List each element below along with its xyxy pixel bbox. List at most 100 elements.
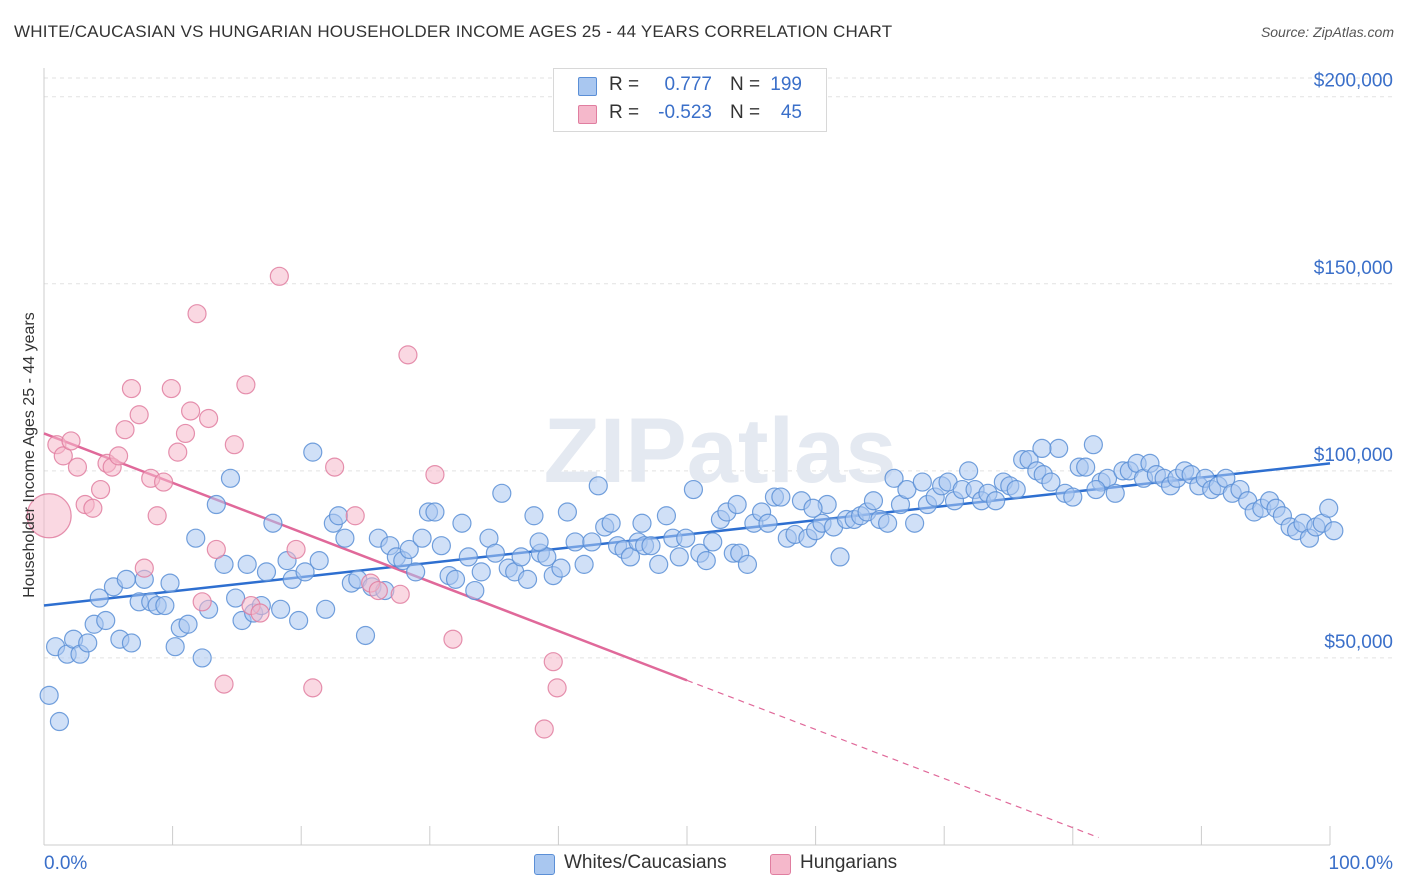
- point-hungarians: [129, 405, 149, 425]
- x-tick-labels: 0.0% 100.0%: [44, 853, 1393, 874]
- point-whites: [1083, 435, 1103, 455]
- trend-extension-hungarians: [686, 679, 1099, 839]
- point-hungarians: [26, 493, 72, 539]
- point-whites: [574, 554, 594, 574]
- point-whites: [649, 554, 669, 574]
- point-hungarians: [108, 446, 129, 466]
- point-whites: [524, 506, 544, 526]
- point-whites: [178, 614, 198, 634]
- point-whites: [1076, 457, 1096, 477]
- point-whites: [620, 547, 641, 567]
- point-whites: [641, 536, 661, 556]
- point-whites: [49, 711, 70, 732]
- point-whites: [328, 506, 349, 526]
- point-whites: [1097, 468, 1118, 488]
- x-tick-label-min: 0.0%: [44, 853, 87, 874]
- point-whites: [676, 528, 696, 548]
- point-hungarians: [192, 592, 212, 612]
- point-whites: [214, 554, 234, 574]
- point-whites: [165, 637, 185, 657]
- point-whites: [116, 569, 136, 589]
- y-tick-label: $150,000: [1314, 258, 1393, 279]
- point-whites: [271, 599, 291, 619]
- point-whites: [1041, 472, 1061, 492]
- point-whites: [263, 513, 283, 533]
- point-whites: [78, 633, 98, 653]
- n-value: 199: [770, 74, 802, 95]
- y-tick-label: $200,000: [1314, 71, 1393, 92]
- point-whites: [303, 442, 323, 462]
- point-whites: [517, 569, 538, 589]
- point-hungarians: [83, 498, 103, 518]
- n-label: N =: [730, 102, 761, 123]
- point-hungarians: [269, 266, 289, 286]
- point-whites: [1105, 483, 1125, 503]
- point-hungarians: [425, 464, 445, 485]
- y-tick-label: $50,000: [1324, 632, 1393, 653]
- point-whites: [551, 558, 571, 578]
- point-whites: [289, 610, 309, 631]
- point-whites: [632, 513, 652, 533]
- x-tick-label-max: 100.0%: [1329, 853, 1394, 874]
- point-hungarians: [214, 674, 234, 694]
- y-axis-label: Householder Income Ages 25 - 44 years: [21, 312, 38, 598]
- point-hungarians: [168, 442, 188, 462]
- point-whites: [1319, 498, 1339, 518]
- point-whites: [737, 554, 758, 574]
- point-whites: [399, 539, 419, 560]
- point-hungarians: [443, 629, 463, 649]
- point-whites: [986, 491, 1006, 511]
- r-label: R =: [609, 102, 640, 123]
- point-whites: [771, 487, 791, 507]
- point-whites: [465, 580, 485, 601]
- point-whites: [471, 562, 491, 582]
- r-value: 0.777: [664, 74, 712, 95]
- point-hungarians: [534, 719, 554, 739]
- point-whites: [256, 562, 277, 582]
- point-whites: [485, 543, 505, 563]
- point-whites: [557, 502, 578, 522]
- point-whites: [355, 625, 376, 646]
- point-whites: [1049, 438, 1069, 459]
- point-whites: [601, 513, 621, 533]
- point-hungarians: [236, 375, 256, 395]
- axes: [43, 68, 1331, 846]
- point-hungarians: [181, 401, 201, 421]
- point-whites: [309, 551, 329, 571]
- point-hungarians: [398, 345, 418, 365]
- point-whites: [588, 476, 608, 496]
- point-whites: [1324, 521, 1344, 541]
- stats-swatch-whites: [578, 77, 597, 96]
- point-whites: [121, 633, 142, 653]
- stats-swatch-hungarians: [578, 105, 597, 124]
- legend-swatch-whites: [534, 854, 555, 875]
- r-label: R =: [609, 74, 640, 95]
- point-hungarians: [121, 378, 142, 399]
- r-value: -0.523: [658, 102, 712, 123]
- point-hungarians: [134, 558, 154, 578]
- point-hungarians: [67, 457, 88, 477]
- point-whites: [537, 547, 557, 567]
- point-hungarians: [153, 472, 174, 492]
- point-whites: [237, 554, 257, 574]
- point-hungarians: [303, 678, 323, 698]
- y-tick-labels: $50,000 $100,000 $150,000 $200,000: [1314, 71, 1393, 653]
- point-whites: [727, 494, 747, 515]
- point-whites: [89, 588, 109, 608]
- point-whites: [492, 483, 512, 503]
- chart-title: WHITE/CAUCASIAN VS HUNGARIAN HOUSEHOLDER…: [14, 22, 893, 41]
- point-whites: [96, 610, 116, 631]
- point-whites: [192, 648, 212, 668]
- n-value: 45: [780, 102, 802, 123]
- point-hungarians: [161, 378, 181, 399]
- point-whites: [425, 502, 445, 522]
- point-hungarians: [175, 423, 196, 444]
- point-hungarians: [286, 539, 306, 560]
- point-hungarians: [199, 408, 219, 429]
- point-hungarians: [345, 506, 365, 526]
- point-hungarians: [543, 652, 563, 672]
- point-whites: [905, 513, 925, 533]
- point-whites: [220, 468, 241, 488]
- point-whites: [803, 498, 823, 518]
